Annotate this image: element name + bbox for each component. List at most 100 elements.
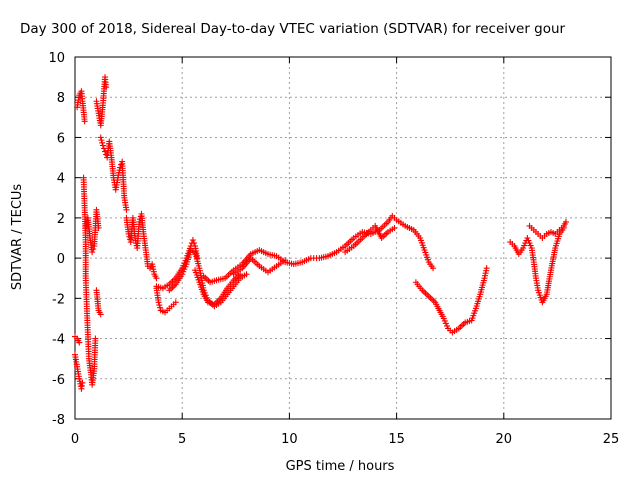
- data-point-fill: [357, 236, 364, 243]
- data-point-fill: [408, 225, 415, 232]
- data-point-fill: [81, 116, 88, 123]
- data-point-fill: [476, 293, 483, 300]
- data-point-fill: [171, 282, 178, 289]
- data-point-fill: [155, 297, 162, 304]
- y-tick-label: -4: [52, 333, 65, 348]
- data-point-fill: [528, 224, 535, 231]
- data-point-fill: [182, 263, 189, 270]
- data-point-fill: [480, 277, 487, 284]
- data-point-fill: [177, 273, 184, 280]
- y-tick-label: 0: [57, 252, 65, 267]
- data-point-fill: [98, 137, 105, 144]
- data-point-fill: [331, 250, 338, 257]
- x-tick-label: 25: [603, 432, 620, 447]
- data-point-fill: [460, 320, 467, 327]
- data-point-fill: [551, 247, 558, 254]
- grid-lines: [75, 57, 611, 419]
- data-point-fill: [211, 277, 218, 284]
- data-point-fill: [558, 224, 565, 231]
- data-point-fill: [86, 232, 93, 239]
- data-point-fill: [428, 263, 435, 270]
- data-point-fill: [271, 252, 278, 259]
- data-point-fill: [216, 296, 223, 303]
- data-point-fill: [305, 256, 312, 263]
- data-point-fill: [279, 258, 286, 265]
- data-point-fill: [271, 264, 278, 271]
- data-point-fill: [75, 337, 82, 344]
- x-tick-label: 0: [71, 432, 79, 447]
- data-point-fill: [205, 277, 212, 284]
- data-point-fill: [95, 305, 102, 312]
- data-point-fill: [389, 226, 396, 233]
- data-point-fill: [400, 221, 407, 228]
- data-point-fill: [121, 192, 128, 199]
- data-point-fill: [156, 302, 163, 309]
- data-point-fill: [96, 309, 103, 316]
- x-tick-label: 10: [281, 432, 298, 447]
- data-point-fill: [152, 273, 159, 280]
- y-tick-label: 10: [48, 51, 65, 66]
- data-point-fill: [87, 369, 94, 376]
- data-point-fill: [541, 232, 548, 239]
- data-point-fill: [383, 230, 390, 237]
- data-point-fill: [439, 313, 446, 320]
- data-point-fill: [92, 337, 99, 344]
- data-point-fill: [209, 300, 216, 307]
- data-point-fill: [78, 382, 85, 389]
- data-point-fill: [313, 255, 320, 262]
- data-point-fill: [142, 244, 149, 251]
- data-point-fill: [75, 94, 82, 101]
- data-point-fill: [195, 262, 202, 269]
- data-point-fill: [349, 236, 356, 243]
- y-tick-label: 6: [57, 131, 65, 146]
- data-point-fill: [443, 322, 450, 329]
- chart-title: Day 300 of 2018, Sidereal Day-to-day VTE…: [20, 21, 566, 37]
- data-point-fill: [159, 308, 166, 315]
- data-point-fill: [518, 247, 525, 254]
- data-point-fill: [168, 303, 175, 310]
- y-tick-label: 2: [57, 212, 65, 227]
- data-point-fill: [366, 228, 373, 235]
- data-point-fill: [150, 268, 157, 275]
- data-point-fill: [483, 267, 490, 274]
- data-point-fill: [466, 318, 473, 325]
- data-point-fill: [189, 248, 196, 255]
- data-point-fill: [219, 275, 226, 282]
- data-point-fill: [262, 250, 269, 257]
- data-point-fill: [254, 261, 261, 268]
- data-point-fill: [203, 297, 210, 304]
- data-point-fill: [340, 244, 346, 251]
- data-point-fill: [547, 269, 554, 276]
- data-point: [172, 299, 179, 306]
- data-point-fill: [199, 288, 206, 295]
- data-point: [189, 237, 196, 244]
- data-point-fill: [237, 266, 244, 273]
- data-point: [97, 134, 104, 141]
- data-points: [72, 74, 569, 392]
- data-point-fill: [430, 297, 437, 304]
- data-point-fill: [415, 232, 422, 239]
- data-point-fill: [110, 172, 117, 179]
- data-point-fill: [447, 327, 454, 334]
- data-point-fill: [144, 260, 151, 267]
- data-point-fill: [114, 177, 121, 184]
- data-point-fill: [391, 214, 398, 221]
- data-point-fill: [123, 204, 130, 211]
- data-point-fill: [190, 240, 197, 247]
- data-point-fill: [424, 256, 431, 263]
- data-point-fill: [534, 284, 541, 291]
- data-point-fill: [357, 230, 364, 237]
- data-point-fill: [417, 285, 424, 292]
- y-tick-label: -8: [52, 413, 65, 428]
- data-point-fill: [420, 244, 427, 251]
- data-point-fill: [383, 220, 390, 227]
- data-point-fill: [561, 220, 568, 227]
- x-tick-label: 20: [496, 432, 513, 447]
- data-point-fill: [348, 244, 355, 251]
- data-point-fill: [530, 256, 537, 263]
- data-point-fill: [550, 229, 557, 236]
- plot-frame: [74, 56, 612, 420]
- data-point-fill: [229, 279, 236, 286]
- data-point-fill: [157, 284, 164, 291]
